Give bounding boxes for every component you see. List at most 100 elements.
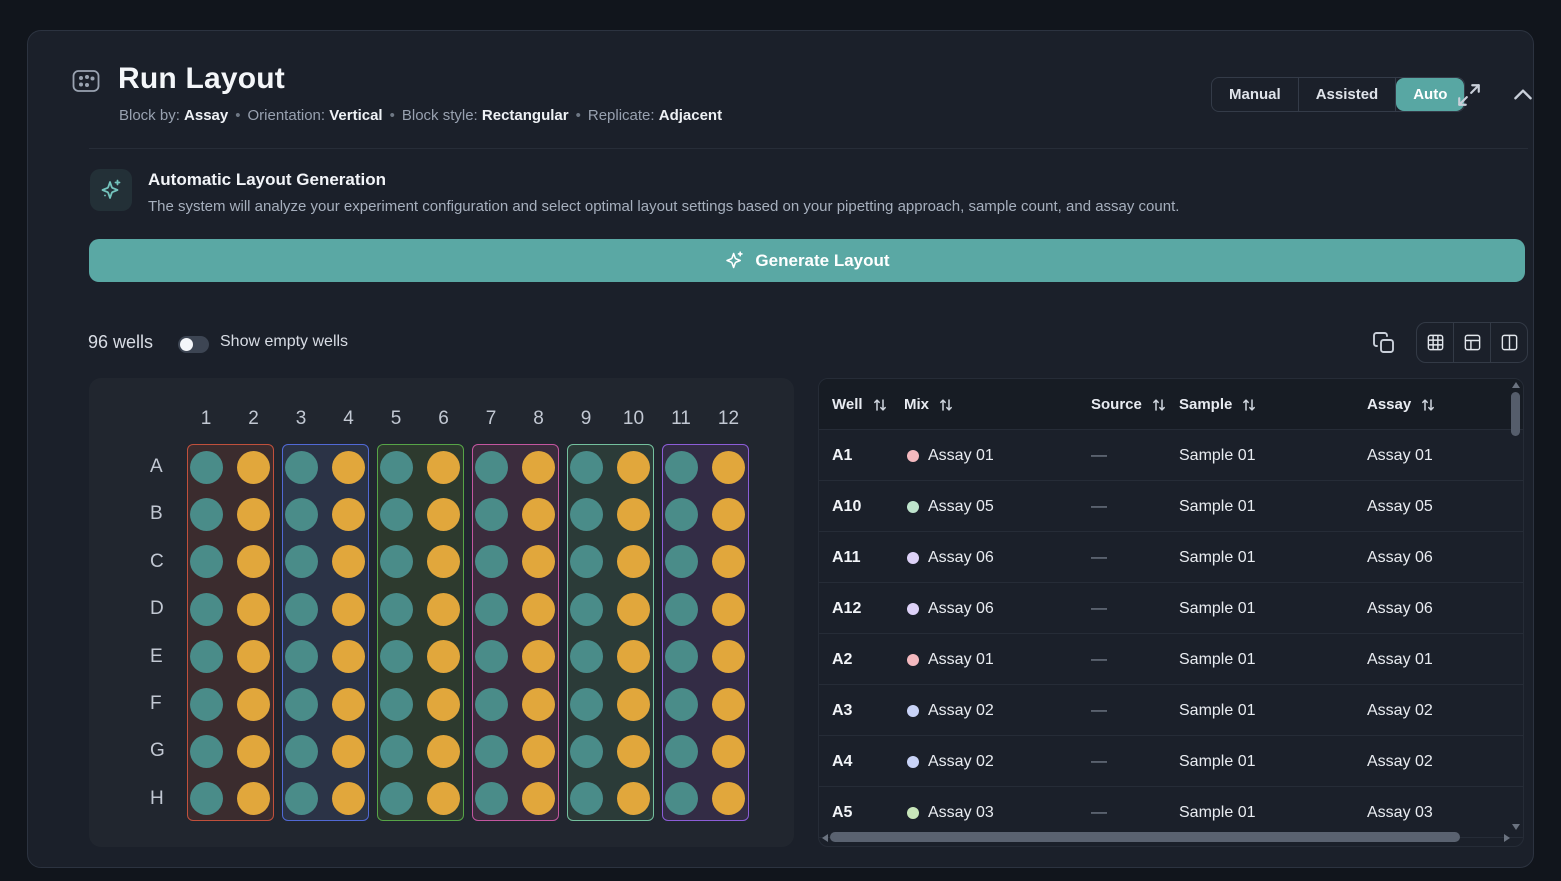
well-G2[interactable] xyxy=(237,734,270,768)
mode-button-auto[interactable]: Auto xyxy=(1396,78,1465,111)
mode-button-manual[interactable]: Manual xyxy=(1212,78,1299,111)
well-B7[interactable] xyxy=(474,497,508,531)
well-D3[interactable] xyxy=(284,592,318,626)
well-H4[interactable] xyxy=(332,782,365,816)
well-D1[interactable] xyxy=(189,592,223,626)
well-G12[interactable] xyxy=(712,734,745,768)
sort-icon[interactable] xyxy=(1151,397,1167,413)
well-B3[interactable] xyxy=(284,497,318,531)
well-E2[interactable] xyxy=(237,640,270,674)
well-A2[interactable] xyxy=(237,450,270,484)
well-E10[interactable] xyxy=(617,640,650,674)
well-H8[interactable] xyxy=(522,782,555,816)
column-header-assay[interactable]: Assay xyxy=(1367,379,1436,430)
vertical-scrollbar[interactable] xyxy=(1511,382,1521,844)
well-B6[interactable] xyxy=(427,497,460,531)
show-empty-wells-toggle[interactable] xyxy=(178,336,209,353)
expand-button[interactable] xyxy=(1456,82,1482,108)
well-A9[interactable] xyxy=(569,450,603,484)
well-C2[interactable] xyxy=(237,545,270,579)
collapse-button[interactable] xyxy=(1510,84,1536,106)
table-row[interactable]: A11 Assay 06 — Sample 01 Assay 06 xyxy=(819,532,1523,583)
well-A7[interactable] xyxy=(474,450,508,484)
well-G5[interactable] xyxy=(379,734,413,768)
well-E9[interactable] xyxy=(569,640,603,674)
scroll-left-arrow[interactable] xyxy=(822,834,828,842)
well-B12[interactable] xyxy=(712,497,745,531)
well-D4[interactable] xyxy=(332,592,365,626)
well-C10[interactable] xyxy=(617,545,650,579)
well-G9[interactable] xyxy=(569,734,603,768)
table-row[interactable]: A12 Assay 06 — Sample 01 Assay 06 xyxy=(819,583,1523,634)
well-E4[interactable] xyxy=(332,640,365,674)
horizontal-scrollbar[interactable] xyxy=(822,831,1510,843)
well-C8[interactable] xyxy=(522,545,555,579)
well-F5[interactable] xyxy=(379,687,413,721)
well-H9[interactable] xyxy=(569,782,603,816)
well-G10[interactable] xyxy=(617,734,650,768)
table-row[interactable]: A10 Assay 05 — Sample 01 Assay 05 xyxy=(819,481,1523,532)
view-split-button[interactable] xyxy=(1491,323,1527,362)
well-H3[interactable] xyxy=(284,782,318,816)
well-G8[interactable] xyxy=(522,734,555,768)
column-header-source[interactable]: Source xyxy=(1091,379,1167,430)
table-row[interactable]: A4 Assay 02 — Sample 01 Assay 02 xyxy=(819,736,1523,787)
sort-icon[interactable] xyxy=(1241,397,1257,413)
well-F8[interactable] xyxy=(522,687,555,721)
well-C4[interactable] xyxy=(332,545,365,579)
copy-layout-button[interactable] xyxy=(1372,330,1398,356)
well-A12[interactable] xyxy=(712,450,745,484)
view-grid-button[interactable] xyxy=(1417,323,1454,362)
well-G7[interactable] xyxy=(474,734,508,768)
well-A3[interactable] xyxy=(284,450,318,484)
well-B2[interactable] xyxy=(237,497,270,531)
well-C3[interactable] xyxy=(284,545,318,579)
well-A11[interactable] xyxy=(664,450,698,484)
well-F9[interactable] xyxy=(569,687,603,721)
well-D11[interactable] xyxy=(664,592,698,626)
well-E1[interactable] xyxy=(189,640,223,674)
sort-icon[interactable] xyxy=(938,397,954,413)
table-row[interactable]: A2 Assay 01 — Sample 01 Assay 01 xyxy=(819,634,1523,685)
sort-icon[interactable] xyxy=(872,397,888,413)
well-D10[interactable] xyxy=(617,592,650,626)
well-C11[interactable] xyxy=(664,545,698,579)
mode-button-assisted[interactable]: Assisted xyxy=(1299,78,1397,111)
well-D6[interactable] xyxy=(427,592,460,626)
well-F1[interactable] xyxy=(189,687,223,721)
table-row[interactable]: A3 Assay 02 — Sample 01 Assay 02 xyxy=(819,685,1523,736)
well-B11[interactable] xyxy=(664,497,698,531)
well-E12[interactable] xyxy=(712,640,745,674)
horizontal-scroll-thumb[interactable] xyxy=(830,832,1460,842)
well-A5[interactable] xyxy=(379,450,413,484)
view-table-button[interactable] xyxy=(1454,323,1491,362)
table-row[interactable]: A1 Assay 01 — Sample 01 Assay 01 xyxy=(819,430,1523,481)
well-C1[interactable] xyxy=(189,545,223,579)
well-G11[interactable] xyxy=(664,734,698,768)
well-D2[interactable] xyxy=(237,592,270,626)
well-C5[interactable] xyxy=(379,545,413,579)
column-header-mix[interactable]: Mix xyxy=(904,379,954,430)
well-F11[interactable] xyxy=(664,687,698,721)
well-H2[interactable] xyxy=(237,782,270,816)
well-B8[interactable] xyxy=(522,497,555,531)
well-C6[interactable] xyxy=(427,545,460,579)
sort-icon[interactable] xyxy=(1420,397,1436,413)
well-E11[interactable] xyxy=(664,640,698,674)
well-D12[interactable] xyxy=(712,592,745,626)
well-E7[interactable] xyxy=(474,640,508,674)
well-C12[interactable] xyxy=(712,545,745,579)
well-H5[interactable] xyxy=(379,782,413,816)
vertical-scroll-thumb[interactable] xyxy=(1511,392,1520,436)
well-C7[interactable] xyxy=(474,545,508,579)
well-D5[interactable] xyxy=(379,592,413,626)
well-E8[interactable] xyxy=(522,640,555,674)
well-E3[interactable] xyxy=(284,640,318,674)
well-H12[interactable] xyxy=(712,782,745,816)
well-D7[interactable] xyxy=(474,592,508,626)
well-F6[interactable] xyxy=(427,687,460,721)
well-E5[interactable] xyxy=(379,640,413,674)
well-E6[interactable] xyxy=(427,640,460,674)
scroll-up-arrow[interactable] xyxy=(1512,382,1520,388)
scroll-down-arrow[interactable] xyxy=(1512,824,1520,830)
